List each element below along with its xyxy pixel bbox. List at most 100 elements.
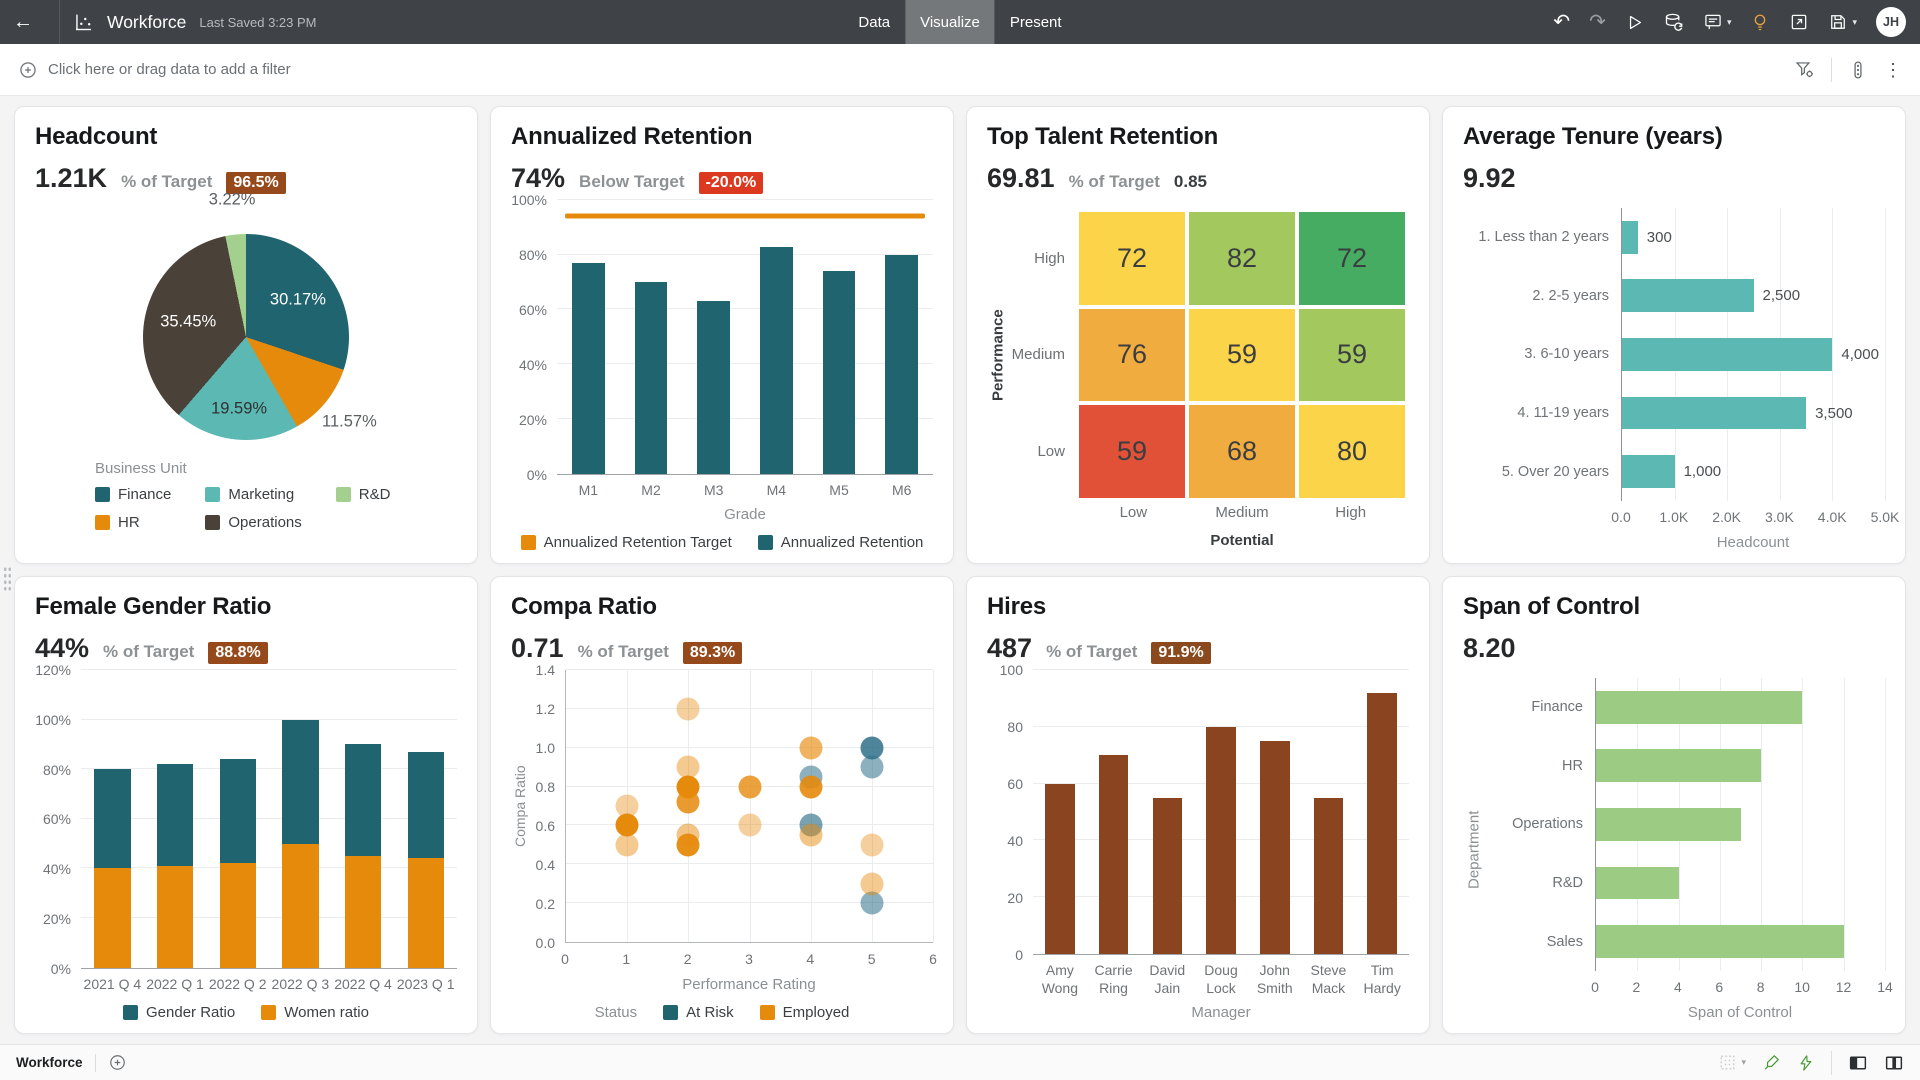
bar[interactable]: [1098, 755, 1129, 954]
bar[interactable]: [1596, 749, 1762, 783]
bar[interactable]: [1367, 692, 1397, 954]
scatter-point[interactable]: [676, 833, 700, 857]
pie[interactable]: [143, 234, 349, 440]
legend-item[interactable]: HR: [95, 514, 171, 531]
y-tick-label: 20: [1007, 890, 1023, 906]
bar-segment[interactable]: [282, 843, 319, 968]
scatter-point[interactable]: [738, 813, 761, 837]
bar-segment[interactable]: [344, 855, 382, 968]
scatter-point[interactable]: [799, 736, 823, 760]
heatmap-cell[interactable]: 72: [1079, 212, 1185, 305]
heatmap-cell[interactable]: 59: [1189, 308, 1295, 402]
add-filter-target[interactable]: Click here or drag data to add a filter: [18, 60, 291, 80]
bar[interactable]: [1596, 925, 1844, 959]
bar-segment[interactable]: [407, 751, 444, 859]
save-icon[interactable]: ▾: [1828, 12, 1857, 32]
bar[interactable]: [1206, 726, 1236, 954]
scatter-point[interactable]: [615, 833, 639, 857]
legend-item[interactable]: R&D: [335, 486, 390, 503]
bar[interactable]: [634, 282, 668, 474]
bar[interactable]: [1622, 220, 1638, 254]
tab-present[interactable]: Present: [1009, 13, 1062, 31]
bar[interactable]: [760, 246, 793, 474]
legend-item[interactable]: Employed: [759, 1004, 849, 1021]
legend-item[interactable]: Finance: [95, 486, 171, 503]
bar[interactable]: [1045, 783, 1075, 954]
heatmap-cell[interactable]: 72: [1299, 212, 1405, 305]
scatter-point[interactable]: [799, 823, 823, 847]
undo-icon[interactable]: ↶: [1553, 11, 1571, 33]
comments-icon[interactable]: ▾: [1703, 12, 1731, 32]
panel-left-layout-icon[interactable]: [1848, 1054, 1868, 1072]
legend-item[interactable]: Operations: [205, 514, 302, 531]
redo-icon[interactable]: ↷: [1589, 11, 1606, 33]
scatter-point[interactable]: [860, 872, 884, 896]
heatmap-cell[interactable]: 59: [1299, 308, 1405, 402]
heatmap-cell[interactable]: 80: [1299, 405, 1405, 498]
bar-segment[interactable]: [94, 868, 131, 968]
bar-segment[interactable]: [219, 759, 256, 864]
user-avatar[interactable]: JH: [1876, 7, 1906, 37]
bar-segment[interactable]: [407, 858, 444, 968]
filter-settings-icon[interactable]: [1794, 59, 1815, 80]
bar-segment[interactable]: [94, 769, 131, 869]
heatmap-cell[interactable]: 76: [1079, 308, 1185, 402]
scatter-point[interactable]: [738, 775, 761, 799]
bar[interactable]: [572, 262, 605, 474]
bar[interactable]: [1622, 279, 1754, 313]
scatter-point[interactable]: [676, 790, 700, 814]
legend-item[interactable]: At Risk: [663, 1004, 734, 1021]
insights-bulb-icon[interactable]: [1750, 12, 1770, 32]
bar[interactable]: [1622, 455, 1675, 489]
bar-segment[interactable]: [344, 744, 382, 856]
canvas-properties-icon[interactable]: [1848, 60, 1868, 80]
bar[interactable]: [697, 301, 730, 474]
bar-segment[interactable]: [156, 764, 194, 866]
auto-apply-bolt-icon[interactable]: [1797, 1054, 1815, 1072]
legend-item[interactable]: Annualized Retention Target: [520, 534, 732, 551]
bar[interactable]: [1596, 808, 1741, 841]
bar[interactable]: [1622, 338, 1833, 371]
bar[interactable]: [1622, 396, 1807, 430]
bar[interactable]: [885, 254, 918, 474]
scatter-point[interactable]: [860, 736, 884, 760]
bar[interactable]: [1152, 797, 1183, 954]
bar[interactable]: [1313, 797, 1344, 954]
scatter-point[interactable]: [615, 794, 639, 818]
bar-segment[interactable]: [282, 719, 319, 844]
bar-segment[interactable]: [219, 863, 256, 968]
bar-segment[interactable]: [156, 865, 194, 968]
canvas-layout-icon[interactable]: ▾: [1718, 1053, 1746, 1072]
y-category-label: Sales: [1546, 933, 1583, 950]
scatter-point[interactable]: [676, 697, 700, 721]
scatter-point[interactable]: [676, 755, 700, 779]
panel-center-layout-icon[interactable]: [1884, 1054, 1904, 1072]
scatter-point[interactable]: [799, 775, 823, 799]
legend-item[interactable]: Annualized Retention: [757, 534, 923, 551]
bar[interactable]: [1596, 690, 1803, 724]
bar[interactable]: [822, 271, 856, 474]
bar[interactable]: [1596, 866, 1679, 900]
canvas-resize-handle[interactable]: [3, 566, 12, 592]
open-in-new-window-icon[interactable]: [1789, 12, 1809, 32]
more-options-icon[interactable]: ⋮: [1884, 59, 1902, 80]
bar[interactable]: [1259, 741, 1290, 954]
scatter-point[interactable]: [860, 755, 884, 779]
legend-item[interactable]: Marketing: [205, 486, 301, 503]
scatter-point[interactable]: [860, 891, 884, 915]
run-icon[interactable]: [1625, 13, 1644, 32]
add-canvas-icon[interactable]: [108, 1053, 127, 1072]
canvas-tab-workforce[interactable]: Workforce: [16, 1055, 83, 1070]
brush-icon[interactable]: [1762, 1053, 1781, 1072]
heatmap-cell[interactable]: 59: [1079, 405, 1185, 498]
legend-item[interactable]: Gender Ratio: [123, 1004, 235, 1021]
scatter-point[interactable]: [615, 813, 639, 837]
legend-item[interactable]: Women ratio: [261, 1004, 369, 1021]
back-button[interactable]: ←: [0, 0, 46, 44]
heatmap-cell[interactable]: 68: [1189, 405, 1295, 498]
refresh-data-icon[interactable]: [1663, 12, 1684, 33]
tab-data[interactable]: Data: [858, 13, 891, 31]
scatter-point[interactable]: [860, 833, 884, 857]
heatmap-cell[interactable]: 82: [1189, 212, 1295, 305]
tab-visualize[interactable]: Visualize: [905, 0, 995, 44]
